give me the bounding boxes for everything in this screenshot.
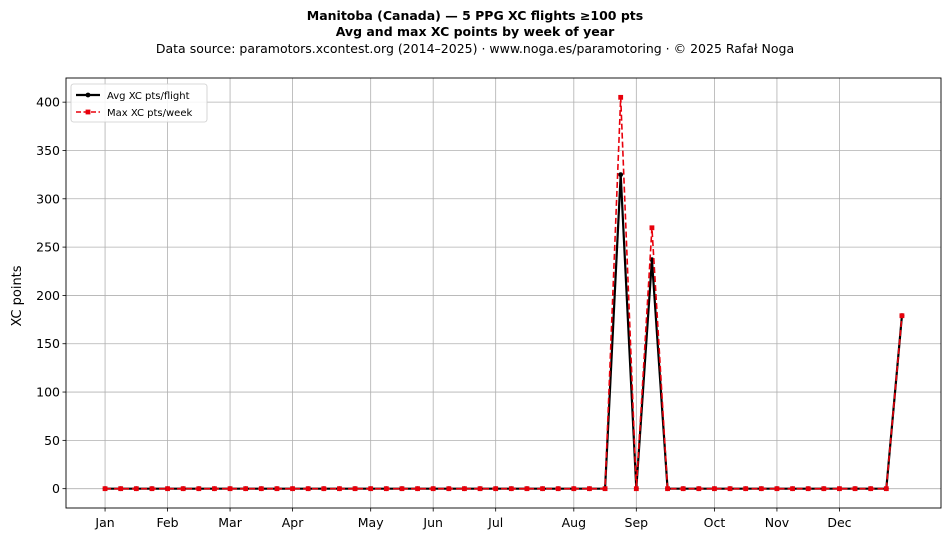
grid-lines — [66, 78, 941, 508]
data-point — [446, 486, 452, 492]
x-tick-label: Mar — [218, 515, 242, 530]
data-point — [462, 486, 467, 492]
data-point — [415, 486, 420, 492]
data-point — [633, 486, 639, 492]
data-point — [508, 486, 514, 492]
data-point — [696, 486, 702, 492]
data-point — [618, 172, 624, 178]
data-point — [571, 486, 577, 492]
x-tick-label: Aug — [562, 515, 586, 530]
data-point — [196, 486, 202, 492]
y-tick-label: 250 — [36, 240, 60, 255]
y-axis: 0 50 100 150 200 250 300 350 400 — [36, 95, 66, 496]
data-point — [118, 486, 124, 492]
x-tick-label: Jul — [487, 515, 503, 530]
legend-marker — [85, 92, 91, 98]
series-line — [105, 173, 904, 490]
y-tick-label: 0 — [52, 481, 60, 496]
x-tick-label: Apr — [282, 515, 304, 530]
data-point — [165, 486, 170, 492]
data-point — [555, 486, 561, 492]
x-tick-label: Sep — [625, 515, 649, 530]
y-tick-label: 50 — [44, 433, 60, 448]
x-tick-label: Jun — [422, 515, 443, 530]
y-tick-label: 350 — [36, 143, 60, 158]
y-axis-label: XC points — [10, 265, 25, 326]
data-point — [665, 486, 670, 492]
data-point — [399, 486, 405, 492]
data-point — [212, 486, 217, 492]
data-point — [821, 486, 827, 492]
data-point — [790, 486, 795, 492]
data-point — [102, 486, 108, 492]
x-tick-label: May — [358, 515, 384, 530]
data-point — [430, 486, 436, 492]
data-point — [133, 486, 139, 492]
data-point — [649, 225, 655, 231]
legend-label: Avg XC pts/flight — [107, 91, 190, 102]
y-tick-label: 400 — [36, 95, 60, 110]
data-point — [852, 486, 858, 492]
chart-title-block: Manitoba (Canada) — 5 PPG XC flights ≥10… — [0, 8, 950, 58]
data-point — [305, 486, 311, 492]
x-tick-label: Nov — [765, 515, 790, 530]
data-point — [602, 486, 608, 492]
data-point — [743, 486, 749, 492]
data-point — [227, 486, 233, 492]
series-layer — [102, 94, 905, 492]
data-point — [712, 486, 717, 492]
y-tick-label: 100 — [36, 385, 60, 400]
series-max — [102, 94, 905, 492]
data-point — [758, 486, 764, 492]
data-point — [383, 486, 389, 492]
data-point — [258, 486, 264, 492]
y-tick-label: 300 — [36, 191, 60, 206]
data-point — [274, 486, 280, 492]
data-point — [368, 486, 374, 492]
data-point — [524, 486, 530, 492]
data-point — [727, 486, 733, 492]
x-tick-label: Feb — [156, 515, 178, 530]
x-axis: Jan Feb Mar Apr May Jun Jul Aug Sep Oct Nov Dec — [94, 508, 852, 530]
data-point — [805, 486, 811, 492]
legend-marker — [85, 109, 91, 115]
x-tick-label: Jan — [94, 515, 114, 530]
legend-label: Max XC pts/week — [107, 108, 192, 119]
data-point — [477, 486, 483, 492]
y-tick-label: 200 — [36, 288, 60, 303]
data-point — [493, 486, 499, 492]
data-point — [868, 486, 874, 492]
data-point — [149, 486, 155, 492]
data-point — [352, 486, 358, 492]
data-point — [290, 486, 295, 492]
data-point — [540, 486, 545, 492]
series-avg — [102, 172, 905, 492]
y-tick-label: 150 — [36, 336, 60, 351]
data-point — [618, 94, 624, 100]
data-point — [680, 486, 686, 492]
chart-subtitle: Avg and max XC points by week of year — [335, 24, 615, 39]
data-point — [180, 486, 186, 492]
data-point — [899, 313, 905, 319]
plot-frame — [65, 77, 942, 509]
series-line — [105, 96, 903, 490]
data-point — [337, 486, 342, 492]
legend: Avg XC pts/flight Max XC pts/week — [70, 83, 208, 123]
data-point — [883, 486, 889, 492]
data-point — [837, 486, 842, 492]
data-point — [321, 486, 327, 492]
x-tick-label: Dec — [827, 515, 851, 530]
data-point — [774, 486, 780, 492]
chart-title: Manitoba (Canada) — 5 PPG XC flights ≥10… — [306, 8, 644, 23]
x-tick-label: Oct — [704, 515, 726, 530]
data-point — [587, 486, 592, 492]
legend-box — [70, 83, 208, 123]
data-point — [243, 486, 249, 492]
chart-source-line: Data source: paramotors.xcontest.org (20… — [155, 41, 795, 56]
